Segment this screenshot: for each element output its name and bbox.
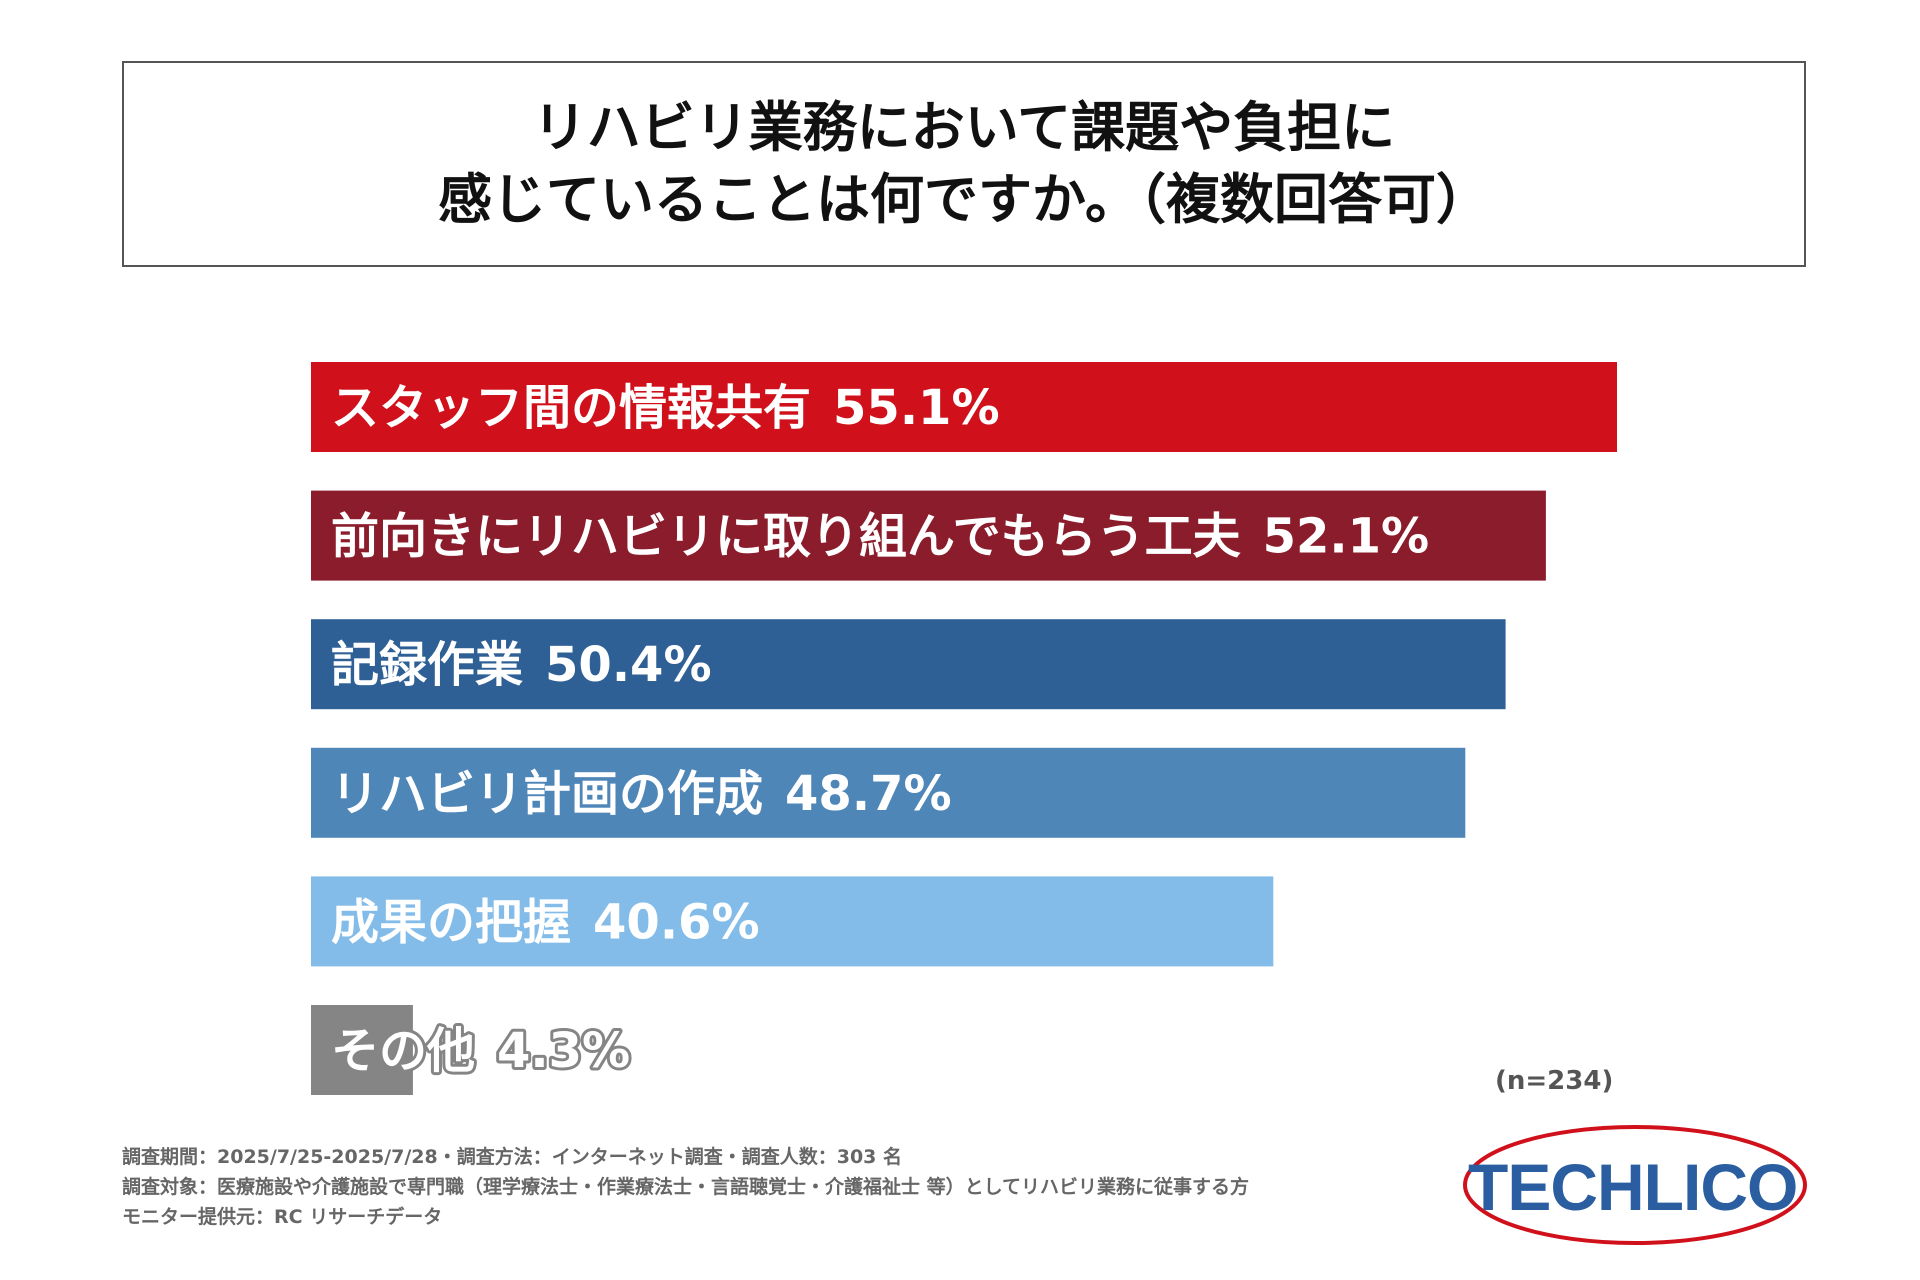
bar-4 [311, 747, 1466, 838]
bar-5 [311, 876, 1274, 967]
chart-title-line-2: 感じていることは何ですか。（複数回答可） [438, 168, 1490, 231]
category-label: リハビリ計画の作成 [331, 766, 763, 822]
bar-label-3: 記録作業 50.4% [331, 637, 712, 693]
bar-6 [311, 1005, 413, 1095]
techlico-logo: TECHLICO [1462, 1122, 1808, 1248]
value-label: 40.6% [593, 894, 760, 950]
category-label: スタッフ間の情報共有 [331, 380, 811, 436]
logo-ring [1463, 1125, 1807, 1245]
bar-label-1: スタッフ間の情報共有 55.1% [331, 380, 1000, 436]
bar-2 [311, 490, 1546, 581]
bar-label-2: 前向きにリハビリに取り組んでもらう工夫 52.1% [331, 509, 1429, 565]
bar-label-6: その他 4.3% [331, 1023, 630, 1079]
survey-footer: 調査期間：2025/7/25-2025/7/28・調査方法：インターネット調査・… [122, 1142, 1249, 1232]
category-label: 前向きにリハビリに取り組んでもらう工夫 [331, 509, 1242, 565]
bar-label-4: リハビリ計画の作成 48.7% [331, 766, 952, 822]
value-label: 55.1% [833, 380, 1000, 436]
category-label: その他 [331, 1023, 475, 1079]
title-box: リハビリ業務において課題や負担に 感じていることは何ですか。（複数回答可） [122, 61, 1806, 267]
chart-title-line-1: リハビリ業務において課題や負担に [532, 96, 1396, 159]
bar-label-5: 成果の把握 40.6% [331, 894, 760, 950]
value-label: 50.4% [545, 637, 712, 693]
value-label: 4.3% [497, 1023, 630, 1079]
bar-1 [311, 362, 1617, 452]
footer-survey-period: 調査期間：2025/7/25-2025/7/28・調査方法：インターネット調査・… [122, 1146, 903, 1168]
logo-text: TECHLICO [1468, 1150, 1797, 1224]
category-label: 記録作業 [331, 637, 523, 693]
bar-3 [311, 619, 1506, 710]
sample-size-label: (n=234) [1495, 1066, 1614, 1096]
footer-survey-target: 調査対象：医療施設や介護施設で専門職（理学療法士・作業療法士・言語聴覚士・介護福… [122, 1176, 1250, 1198]
footer-monitor-source: モニター提供元：RC リサーチデータ [122, 1206, 443, 1228]
value-label: 52.1% [1263, 509, 1430, 565]
category-label: 成果の把握 [331, 894, 571, 950]
value-label: 48.7% [785, 766, 952, 822]
